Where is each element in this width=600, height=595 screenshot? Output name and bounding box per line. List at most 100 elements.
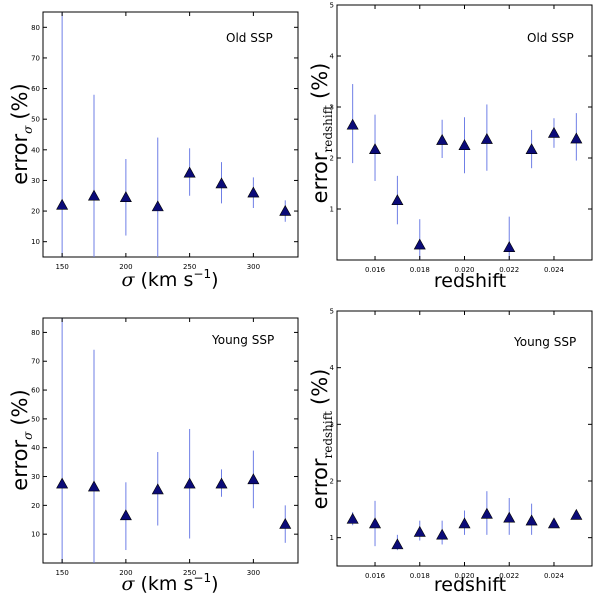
x-tick-label: 200: [119, 569, 132, 577]
y-axis-label-sub: redshift: [321, 105, 335, 153]
x-tick-label: 0.020: [454, 572, 474, 580]
y-ticks: 1 2 3 4 5: [330, 308, 592, 542]
y-tick-label: 5: [330, 2, 334, 10]
data-point: [183, 477, 196, 489]
y-axis-label-main: error: [308, 458, 332, 509]
y-axis-label-main: error: [308, 152, 332, 203]
data-point: [436, 528, 449, 540]
data-point: [391, 194, 404, 206]
x-tick-label: 0.018: [410, 266, 430, 274]
x-axis-label-text: (km s: [141, 573, 194, 595]
panel-title: Old SSP: [527, 31, 574, 45]
y-tick-label: 40: [31, 444, 40, 452]
x-ticks: 150 200 250 300: [55, 318, 260, 577]
data-point: [458, 517, 471, 529]
x-tick-label: 0.018: [410, 572, 430, 580]
y-axis-label-sub: redshift: [321, 411, 335, 459]
y-axis-label-tail: (%): [308, 369, 332, 405]
data-point: [56, 477, 69, 489]
x-tick-label: 200: [119, 263, 132, 271]
x-tick-label: 300: [247, 263, 260, 271]
y-axis-label-main: error: [8, 439, 32, 490]
y-tick-label: 60: [31, 387, 40, 395]
data-points: [56, 318, 292, 563]
x-tick-label: 0.016: [365, 572, 386, 580]
x-tick-label: 0.020: [454, 266, 474, 274]
x-axis-label-symbol: σ: [121, 573, 135, 595]
panel-title: Old SSP: [226, 31, 273, 45]
data-point: [413, 525, 426, 537]
svg-text:errorredshift(%): errorredshift (%): [308, 369, 335, 510]
y-tick-label: 20: [31, 208, 40, 216]
data-point: [279, 517, 292, 529]
data-point: [56, 198, 69, 210]
y-axis-label: errorredshift (%): [308, 63, 335, 204]
svg-text:errorσ(%): errorσ (%): [8, 83, 35, 184]
data-point: [87, 480, 101, 492]
y-ticks: 10 20 30 40 50 60 70 80: [31, 24, 298, 246]
data-point: [346, 512, 359, 524]
y-tick-label: 80: [31, 329, 40, 337]
data-point: [215, 177, 228, 189]
x-axis-label: redshift: [434, 574, 506, 595]
panel-sigma-old: 150 200 250 300 10 20 30 40 50 60 70 80 Old SSP σ …: [8, 11, 299, 291]
x-axis-label-exp: −1: [193, 267, 211, 281]
data-point: [369, 517, 382, 529]
data-point: [247, 186, 260, 198]
x-axis-label-text: redshift: [434, 270, 506, 292]
data-point: [570, 508, 583, 520]
x-tick-label: 0.022: [499, 266, 519, 274]
x-tick-label: 250: [183, 263, 196, 271]
data-points: [346, 491, 583, 551]
data-point: [480, 133, 493, 144]
y-axis-label-sub: σ: [21, 125, 35, 134]
data-point: [570, 132, 583, 144]
data-point: [547, 126, 560, 138]
x-tick-label: 300: [247, 569, 260, 577]
y-tick-label: 70: [31, 54, 40, 62]
y-tick-label: 2: [330, 155, 334, 163]
y-axis-label-sub: σ: [21, 431, 35, 440]
data-point: [279, 204, 292, 216]
x-ticks: 0.016 0.018 0.020 0.022 0.024: [365, 5, 565, 274]
data-point: [87, 189, 101, 201]
data-point: [525, 143, 538, 155]
panel-title: Young SSP: [211, 333, 274, 347]
data-point: [458, 139, 471, 150]
data-point: [247, 473, 260, 485]
svg-text:errorσ(%): errorσ (%): [8, 389, 35, 490]
svg-text:errorredshift(%): errorredshift (%): [308, 63, 335, 204]
y-tick-label: 80: [31, 24, 40, 32]
data-points: [56, 12, 292, 257]
y-ticks: 10 20 30 40 50 60 70 80: [31, 329, 298, 539]
y-tick-label: 5: [330, 308, 334, 316]
plot-area: [42, 317, 299, 564]
x-tick-label: 250: [183, 569, 196, 577]
x-tick-label: 150: [55, 263, 68, 271]
data-point: [119, 509, 132, 521]
y-tick-label: 3: [330, 421, 334, 429]
x-axis-label-text: redshift: [434, 574, 506, 595]
x-ticks: 150 200 250 300: [55, 12, 260, 271]
y-axis-label-main: error: [8, 133, 32, 184]
x-tick-label: 0.022: [499, 572, 519, 580]
y-tick-label: 70: [31, 358, 40, 366]
data-point: [503, 241, 516, 252]
y-tick-label: 40: [31, 146, 40, 154]
data-point: [413, 238, 426, 250]
y-tick-label: 4: [330, 53, 335, 61]
y-tick-label: 10: [31, 531, 40, 539]
x-axis-label-exp: −1: [193, 571, 211, 585]
y-tick-label: 20: [31, 502, 40, 510]
x-tick-label: 150: [55, 569, 68, 577]
y-tick-label: 1: [330, 206, 334, 214]
y-axis-label: errorσ (%): [8, 83, 35, 184]
y-axis-label: errorσ (%): [8, 389, 35, 490]
y-tick-label: 10: [31, 238, 40, 246]
data-point: [503, 511, 516, 523]
x-axis-label: σ (km s−1): [121, 267, 218, 291]
y-tick-label: 60: [31, 85, 40, 93]
y-ticks: 1 2 3 4 5: [330, 2, 592, 214]
